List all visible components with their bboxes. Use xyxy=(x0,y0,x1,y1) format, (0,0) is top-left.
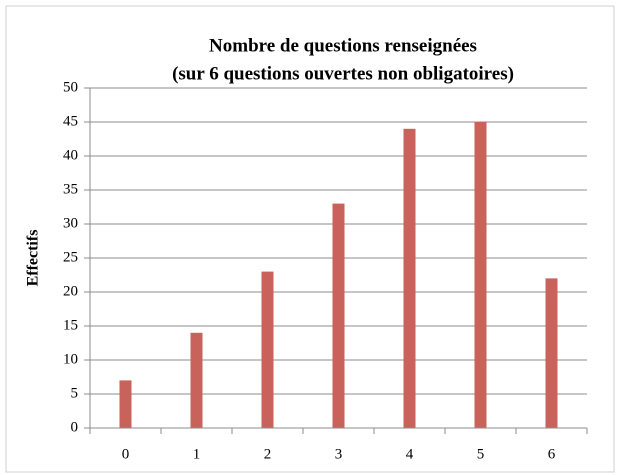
bar xyxy=(545,278,558,428)
y-tick-label: 15 xyxy=(63,317,78,333)
y-tick-label: 25 xyxy=(63,249,78,265)
y-tick-label: 0 xyxy=(71,419,79,435)
bar xyxy=(261,271,274,428)
y-axis-title: Effectifs xyxy=(25,230,42,287)
x-tick-label: 6 xyxy=(548,446,556,462)
bar xyxy=(474,122,487,428)
bar xyxy=(119,380,132,428)
y-tick-label: 10 xyxy=(63,351,78,367)
x-tick-label: 2 xyxy=(264,446,272,462)
y-tick-label: 30 xyxy=(63,215,78,231)
y-tick-label: 20 xyxy=(63,283,78,299)
x-tick-label: 1 xyxy=(193,446,201,462)
bar xyxy=(190,332,203,428)
chart-subtitle: (sur 6 questions ouvertes non obligatoir… xyxy=(172,63,514,84)
x-tick-label: 4 xyxy=(406,446,414,462)
chart-title: Nombre de questions renseignées xyxy=(209,35,477,56)
bar xyxy=(403,128,416,429)
bar xyxy=(332,203,345,428)
x-tick-label: 0 xyxy=(122,446,130,462)
y-tick-label: 45 xyxy=(63,113,78,129)
x-tick-label: 5 xyxy=(477,446,485,462)
y-tick-label: 50 xyxy=(63,79,78,95)
x-tick-label: 3 xyxy=(335,446,343,462)
y-tick-label: 40 xyxy=(63,147,78,163)
y-tick-label: 5 xyxy=(71,385,79,401)
y-tick-label: 35 xyxy=(63,181,78,197)
